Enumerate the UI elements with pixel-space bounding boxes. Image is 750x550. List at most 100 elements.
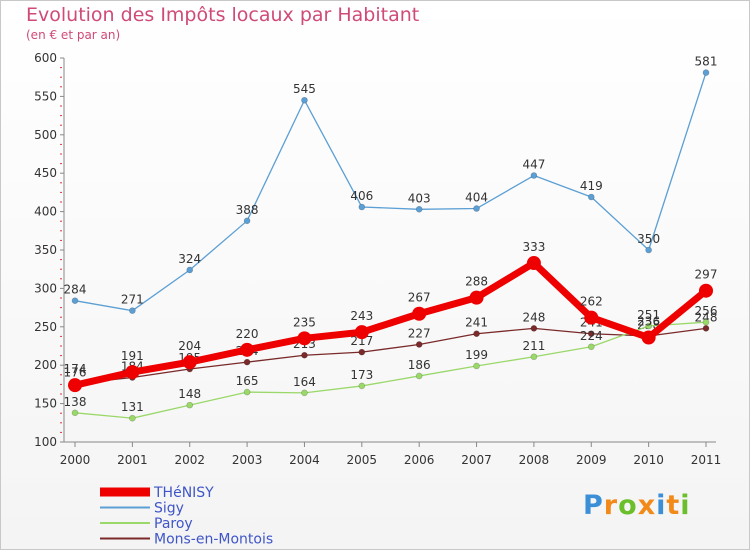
data-label: 165 xyxy=(236,374,259,388)
data-label: 236 xyxy=(637,315,660,329)
data-point xyxy=(415,341,423,348)
y-tick-label: 350 xyxy=(34,243,57,257)
series-line-thénisy xyxy=(74,259,709,389)
data-label: 176 xyxy=(64,366,87,380)
y-tick-label: 150 xyxy=(34,397,57,411)
logo-letter: i xyxy=(656,490,667,521)
data-point xyxy=(702,69,710,76)
logo-letter: r xyxy=(603,490,619,521)
legend-label: THéNISY xyxy=(153,485,214,501)
data-label: 271 xyxy=(121,293,144,307)
x-tick-label: 2001 xyxy=(117,453,148,467)
data-label: 297 xyxy=(695,268,718,282)
data-label: 262 xyxy=(580,295,603,309)
series-line-mons-en-montois xyxy=(74,327,707,385)
x-tick-label: 2006 xyxy=(404,453,435,467)
x-tick-label: 2011 xyxy=(691,453,722,467)
data-point xyxy=(699,283,713,298)
data-point xyxy=(358,203,366,211)
data-label: 284 xyxy=(64,283,87,297)
data-label: 350 xyxy=(637,232,660,246)
data-label: 173 xyxy=(350,368,373,382)
data-label: 243 xyxy=(350,309,373,323)
data-point xyxy=(587,193,595,201)
data-label: 220 xyxy=(236,327,259,341)
data-point xyxy=(68,378,82,393)
legend-label: Sigy xyxy=(154,501,184,517)
data-point xyxy=(243,388,251,396)
data-label: 404 xyxy=(465,191,488,205)
y-tick-label: 450 xyxy=(34,166,57,180)
y-tick-label: 300 xyxy=(34,281,57,295)
data-label: 224 xyxy=(580,329,603,343)
data-point xyxy=(412,306,427,321)
x-tick-label: 2008 xyxy=(519,453,550,467)
x-tick-label: 2000 xyxy=(60,453,91,467)
data-label: 191 xyxy=(121,349,144,363)
data-label: 447 xyxy=(522,158,545,172)
data-point xyxy=(71,297,79,304)
data-point xyxy=(125,365,140,380)
y-tick-label: 550 xyxy=(34,89,57,103)
data-label: 251 xyxy=(637,308,660,322)
data-point xyxy=(186,401,194,409)
data-label: 204 xyxy=(178,339,201,353)
chart-subtitle: (en € et par an) xyxy=(26,28,121,42)
series-line-sigy xyxy=(74,72,707,312)
data-point xyxy=(297,331,312,346)
legend-label: Paroy xyxy=(154,516,193,532)
data-point xyxy=(526,256,541,271)
data-point xyxy=(530,353,538,361)
data-point xyxy=(243,358,251,366)
data-label: 419 xyxy=(580,179,603,193)
data-label: 199 xyxy=(465,348,488,362)
x-tick-label: 2007 xyxy=(461,453,492,467)
data-label: 406 xyxy=(350,189,373,203)
logo-letter: t xyxy=(666,490,681,521)
legend-label: Mons-en-Montois xyxy=(154,532,273,548)
data-point xyxy=(301,96,308,104)
x-tick-label: 2005 xyxy=(347,453,378,467)
y-tick-label: 200 xyxy=(34,358,57,372)
data-point xyxy=(473,205,480,212)
data-label: 211 xyxy=(522,339,545,353)
data-point xyxy=(71,409,79,417)
y-tick-label: 250 xyxy=(34,320,57,334)
series-group: 1761841952042132172272412482412382481381… xyxy=(64,55,718,422)
data-label: 267 xyxy=(408,291,431,305)
data-point xyxy=(473,362,480,370)
data-label: 241 xyxy=(465,316,488,330)
data-point xyxy=(129,307,136,314)
x-tick-label: 2004 xyxy=(289,453,320,467)
data-point xyxy=(530,172,538,179)
data-point xyxy=(530,325,538,332)
data-point xyxy=(240,342,255,357)
data-point xyxy=(415,372,423,380)
data-label: 235 xyxy=(293,315,316,329)
data-label: 333 xyxy=(522,240,545,254)
data-label: 324 xyxy=(178,252,201,266)
data-point xyxy=(645,322,652,330)
data-point xyxy=(641,330,656,345)
y-tick-label: 500 xyxy=(34,128,57,142)
data-label: 174 xyxy=(64,362,87,376)
data-label: 164 xyxy=(293,375,316,389)
series-line-paroy xyxy=(74,321,707,419)
data-point xyxy=(645,246,652,254)
data-point xyxy=(186,266,194,274)
data-label: 148 xyxy=(178,387,201,401)
x-tick-label: 2003 xyxy=(232,453,263,467)
logo-letter: x xyxy=(637,490,657,521)
y-tick-label: 600 xyxy=(34,51,57,65)
chart-title: Evolution des Impôts locaux par Habitant xyxy=(26,4,420,26)
data-point xyxy=(702,318,710,326)
data-point xyxy=(469,290,484,305)
data-label: 581 xyxy=(695,55,718,69)
data-label: 288 xyxy=(465,275,488,289)
data-point xyxy=(129,414,136,422)
y-tick-label: 400 xyxy=(34,205,57,219)
y-axis-ticks: 100 150 200 250 300 350 400 450 500 550 600 xyxy=(34,51,64,449)
data-label: 131 xyxy=(121,400,144,414)
